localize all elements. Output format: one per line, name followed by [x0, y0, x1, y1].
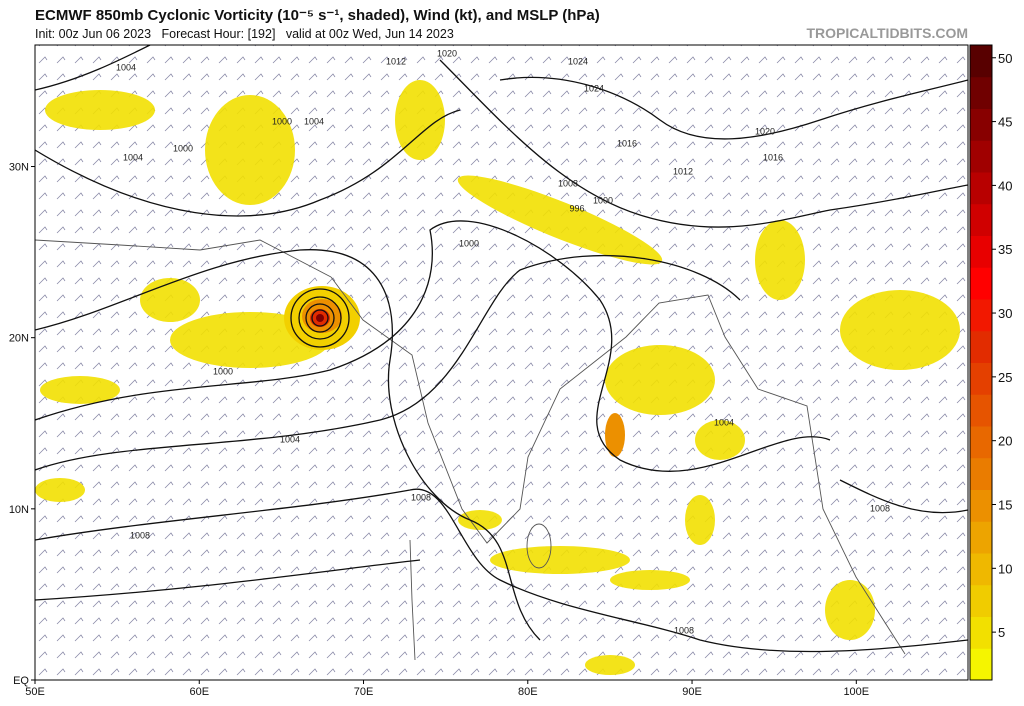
vorticity-shading	[35, 80, 960, 675]
wind-barbs	[35, 45, 968, 680]
contour-label: 1008	[411, 492, 431, 502]
map-frame	[34, 44, 969, 681]
colorbar-band	[970, 203, 992, 236]
contour-label: 1016	[617, 138, 637, 148]
contour-label: 1000	[213, 366, 233, 376]
contour-label: 1012	[673, 166, 693, 176]
contour-labels: 1004 1012 1020 1024 1024 1000 1004 1000 …	[116, 48, 890, 635]
contour-label: 1024	[568, 56, 588, 66]
colorbar-band	[970, 299, 992, 332]
colorbar-band	[970, 76, 992, 109]
contour-label: 1020	[437, 48, 457, 58]
watermark: TROPICALTIDBITS.COM	[806, 25, 968, 41]
colorbar-band	[970, 648, 992, 681]
colorbar-band	[970, 457, 992, 490]
lat-tick-label: EQ	[13, 675, 29, 687]
colorbar-tick-label: 20	[998, 434, 1012, 449]
contour-label: 1016	[763, 152, 783, 162]
title: ECMWF 850mb Cyclonic Vorticity (10⁻⁵ s⁻¹…	[35, 7, 600, 24]
colorbar-tick-label: 35	[998, 242, 1012, 257]
contour-label: 1008	[870, 503, 890, 513]
colorbar-band	[970, 45, 992, 78]
contour-label: 1004	[280, 434, 300, 444]
contour-label: 1008	[674, 625, 694, 635]
colorbar-band	[970, 553, 992, 586]
colorbar-band	[970, 426, 992, 459]
contour-label: 1008	[558, 178, 578, 188]
colorbar-tick-label: 45	[998, 115, 1012, 130]
contour-label: 1000	[173, 143, 193, 153]
colorbar-band	[970, 521, 992, 554]
contour-label: 996	[569, 203, 584, 213]
contour-label: 1000	[593, 195, 613, 205]
colorbar-tick-label: 15	[998, 497, 1012, 512]
lon-tick-label: 100E	[843, 686, 869, 698]
contour-label: 1004	[304, 116, 324, 126]
lat-tick-label: 20N	[9, 333, 29, 345]
contour-label: 1004	[116, 62, 136, 72]
colorbar-tick-label: 10	[998, 561, 1012, 576]
colorbar-band	[970, 584, 992, 617]
contour-label: 1000	[459, 238, 479, 248]
colorbar-band	[970, 108, 992, 141]
colorbar-tick-label: 30	[998, 306, 1012, 321]
colorbar-band	[970, 172, 992, 205]
lon-tick-label: 90E	[682, 686, 702, 698]
colorbar-band	[970, 616, 992, 649]
colorbar-band	[970, 235, 992, 268]
map-area: 1004 1012 1020 1024 1024 1000 1004 1000 …	[35, 45, 968, 680]
colorbar-frame	[969, 44, 993, 681]
colorbar-band	[970, 362, 992, 395]
colorbar-tick-label: 50	[998, 51, 1012, 66]
colorbar-band	[970, 394, 992, 427]
cyclone	[284, 286, 360, 350]
contour-label: 1020	[755, 126, 775, 136]
colorbar-tick-label: 5	[998, 625, 1005, 640]
contour-label: 1012	[386, 56, 406, 66]
colorbar-band	[970, 267, 992, 300]
colorbar-tick-label: 40	[998, 178, 1012, 193]
lon-tick-label: 70E	[354, 686, 374, 698]
lon-tick-label: 80E	[518, 686, 538, 698]
lon-tick-label: 50E	[25, 686, 45, 698]
contour-label: 1000	[272, 116, 292, 126]
lat-tick-label: 10N	[9, 504, 29, 516]
colorbar-band	[970, 140, 992, 173]
vorticity-max	[605, 413, 625, 457]
contour-label: 1004	[123, 152, 143, 162]
colorbar-band	[970, 330, 992, 363]
lon-tick-label: 60E	[189, 686, 209, 698]
contour-label: 1004	[714, 417, 734, 427]
contour-label: 1024	[584, 83, 604, 93]
colorbar-band	[970, 489, 992, 522]
colorbar-tick-label: 25	[998, 370, 1012, 385]
isobars	[35, 45, 968, 653]
lat-tick-label: 30N	[9, 162, 29, 174]
subtitle: Init: 00z Jun 06 2023 Forecast Hour: [19…	[35, 27, 454, 41]
contour-label: 1008	[130, 530, 150, 540]
